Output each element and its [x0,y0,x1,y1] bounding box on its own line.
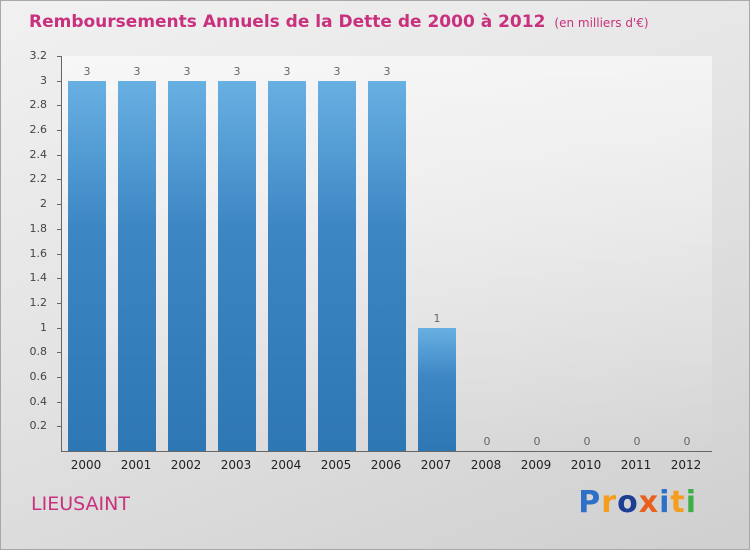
bar-value-label: 3 [333,64,341,78]
y-tick-label: 2 [40,197,47,211]
bar-slot-2006: 3 [362,56,412,451]
proxiti-logo: Proxiti [578,485,697,520]
bar-slot-2008: 0 [462,56,512,451]
x-axis-label-2005: 2005 [320,458,352,472]
logo-letter: i [659,485,671,520]
bar-value-label: 0 [633,435,641,448]
logo-letter: x [638,485,660,520]
y-tick-label: 1 [40,320,47,334]
bar-2001 [118,80,156,451]
x-axis-label-2008: 2008 [470,458,502,472]
x-axis-label-2012: 2012 [670,458,702,472]
bar-slot-2000: 3 [62,56,112,451]
y-tick-label: 1.8 [29,221,48,235]
x-axis-label-2000: 2000 [70,458,102,472]
y-tick-label: 2.8 [29,98,48,112]
bar-2006 [368,80,406,451]
x-axis-label-2002: 2002 [170,458,202,472]
bar-slot-2003: 3 [212,56,262,451]
x-axis-label-2001: 2001 [120,458,152,472]
bar-value-label: 0 [683,435,691,448]
bar-value-label: 0 [583,435,591,448]
y-tick-mark [57,253,62,255]
bar-slot-2004: 3 [262,56,312,451]
x-axis-label-2004: 2004 [270,458,302,472]
x-axis-label-2009: 2009 [520,458,552,472]
y-tick-label: 2.2 [29,172,48,186]
x-axis-label-2010: 2010 [570,458,602,472]
x-axis-label-2003: 2003 [220,458,252,472]
logo-letter: o [617,485,639,520]
logo-letter: t [670,485,686,520]
y-tick-label: 2.4 [29,147,48,161]
x-axis-label-2006: 2006 [370,458,402,472]
bar-value-label: 0 [533,435,541,448]
y-tick-mark [57,228,62,230]
bar-value-label: 3 [233,64,241,78]
bar-slot-2007: 1 [412,56,462,451]
bar-slot-2011: 0 [612,56,662,451]
bar-2003 [218,80,256,451]
y-tick-mark [57,327,62,329]
y-tick-mark [57,105,62,107]
y-tick-label: 3 [40,73,47,87]
bar-value-label: 3 [83,64,91,78]
bar-2005 [318,80,356,451]
y-tick-label: 1.4 [29,271,48,285]
bar-2000 [68,80,106,451]
y-tick-label: 1.2 [29,295,48,309]
y-tick-label: 0.6 [29,369,48,383]
y-tick-mark [57,56,62,57]
y-tick-mark [57,179,62,181]
bar-slot-2002: 3 [162,56,212,451]
y-tick-mark [57,278,62,280]
y-tick-mark [57,80,62,82]
y-tick-mark [57,302,62,304]
y-tick-label: 0.4 [29,394,48,408]
chart-title: Remboursements Annuels de la Dette de 20… [29,12,546,32]
x-axis-label-2007: 2007 [420,458,452,472]
bar-slot-2009: 0 [512,56,562,451]
y-tick-mark [57,154,62,156]
y-axis: 3.2 3 2.8 2.6 2.4 2.2 2 1.8 1.6 1.4 1.2 1 0.8 0.6 0.4 0… [1,50,57,451]
y-tick-mark [57,130,62,132]
y-tick-label: 3.2 [29,49,48,62]
bar-value-label: 3 [283,64,291,78]
logo-letter: P [578,485,602,520]
y-tick-label: 0.2 [29,419,48,433]
y-tick-mark [57,352,62,354]
bar-value-label: 3 [383,64,391,78]
footer-location: LIEUSAINT [31,493,130,515]
logo-letter: r [601,485,618,520]
y-tick-mark [57,426,62,428]
bar-slot-2005: 3 [312,56,362,451]
bar-value-label: 3 [133,64,141,78]
x-axis-labels: 2000 2001 2002 2003 2004 2005 2006 2007 2008 2009… [61,454,711,472]
bar-2002 [168,80,206,451]
bar-value-label: 1 [433,311,441,325]
bar-value-label: 3 [183,64,191,78]
y-tick-mark [57,204,62,206]
chart-subtitle: (en milliers d'€) [554,16,649,30]
y-tick-mark [57,401,62,403]
bar-slot-2012: 0 [662,56,712,451]
plot-area: 3 3 3 3 3 3 3 1 0 0 0 0 0 [57,56,712,452]
bar-slot-2010: 0 [562,56,612,451]
y-tick-mark [57,376,62,378]
chart-header: Remboursements Annuels de la Dette de 20… [29,12,649,32]
x-axis-label-2011: 2011 [620,458,652,472]
bar-2007 [418,327,456,451]
bar-value-label: 0 [483,435,491,448]
y-tick-label: 1.6 [29,246,48,260]
logo-letter: i [685,485,697,520]
y-tick-label: 2.6 [29,123,48,137]
bars: 3 3 3 3 3 3 3 1 0 0 0 0 0 [62,56,712,451]
bar-slot-2001: 3 [112,56,162,451]
y-tick-label: 0.8 [29,345,48,359]
bar-2004 [268,80,306,451]
